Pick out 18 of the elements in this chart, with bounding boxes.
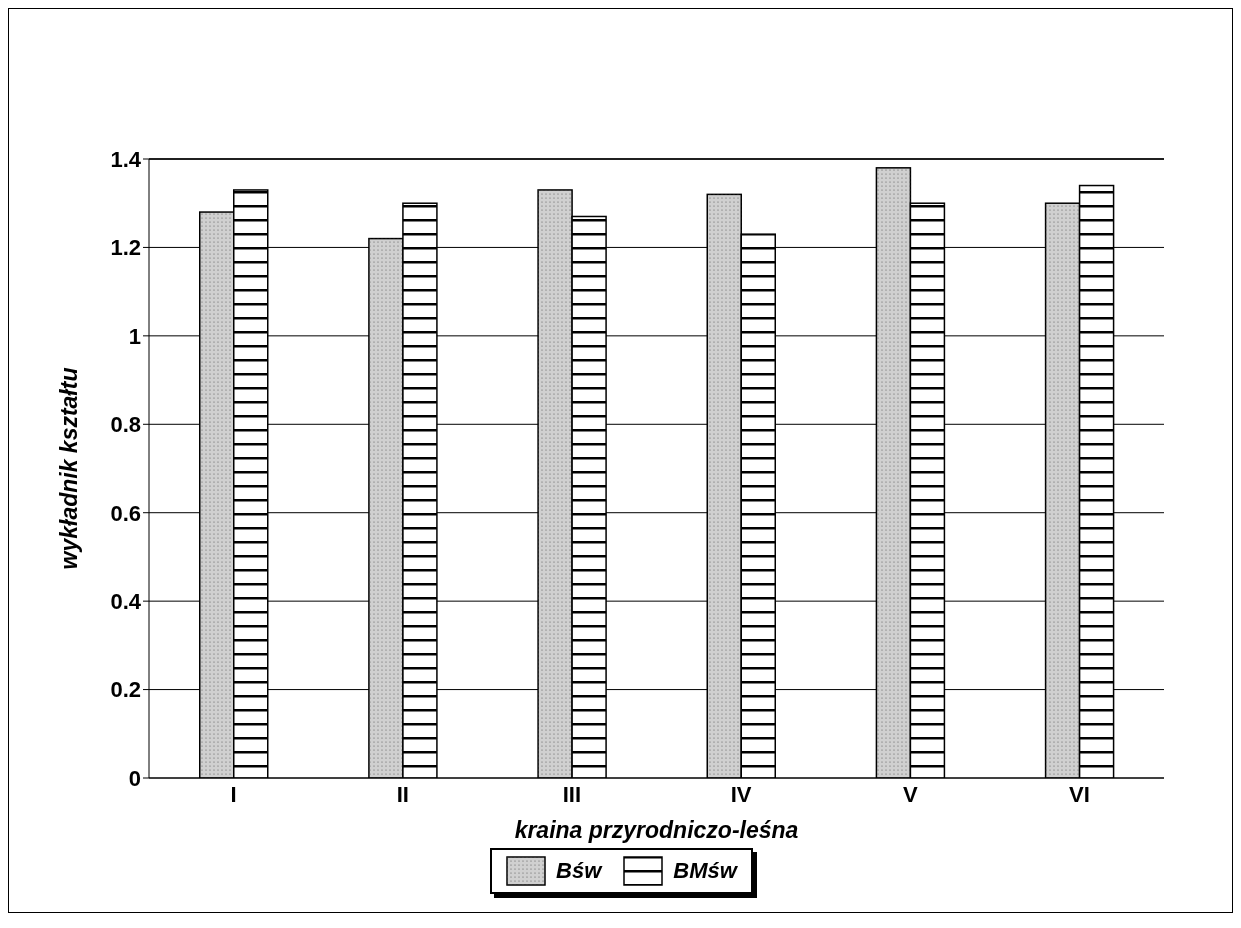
y-tick-label: 0 bbox=[128, 765, 141, 791]
x-tick-label: III bbox=[562, 781, 582, 807]
y-axis-title: wykładnik kształtu bbox=[56, 367, 83, 570]
y-tick-label: 0.8 bbox=[110, 412, 141, 438]
legend-label: BMśw bbox=[673, 858, 737, 884]
y-tick-label: 1.2 bbox=[110, 235, 141, 261]
x-tick-label: I bbox=[230, 781, 237, 807]
x-tick-label: II bbox=[396, 781, 409, 807]
legend-label: Bśw bbox=[556, 858, 602, 884]
x-tick-label: VI bbox=[1069, 781, 1090, 807]
y-tick-label: 0.2 bbox=[110, 677, 141, 703]
x-tick-label: V bbox=[902, 781, 918, 807]
x-axis-title: kraina przyrodniczo-leśna bbox=[514, 817, 799, 843]
y-tick-label: 0.4 bbox=[110, 588, 142, 614]
x-tick-label: IV bbox=[730, 781, 752, 807]
y-tick-label: 1 bbox=[128, 323, 141, 349]
y-tick-label: 0.6 bbox=[110, 500, 141, 526]
y-tick-label: 1.4 bbox=[110, 146, 142, 172]
